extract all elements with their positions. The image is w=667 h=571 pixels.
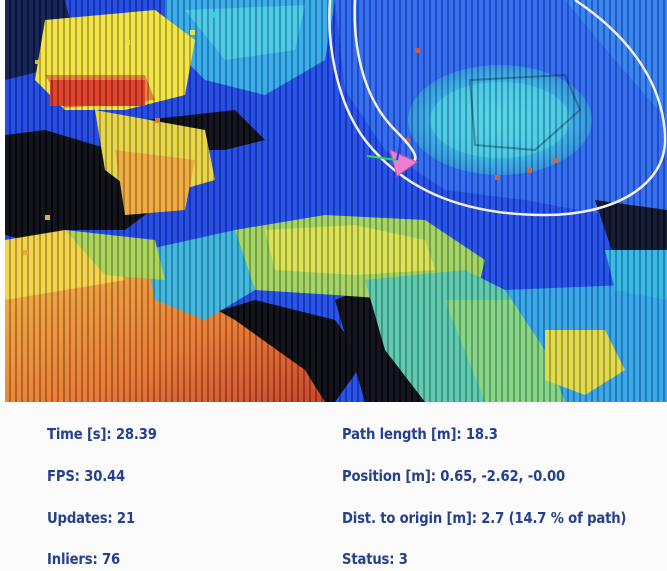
time-readout: Time [s]: 28.39 <box>47 425 157 443</box>
distance-to-origin-readout: Dist. to origin [m]: 2.7 (14.7 % of path… <box>342 509 627 527</box>
trajectory-path <box>328 0 667 217</box>
stats-panel: Time [s]: 28.39 FPS: 30.44 Updates: 21 I… <box>0 402 667 571</box>
status-readout: Status: 3 <box>342 550 408 568</box>
voxel-map-view[interactable] <box>5 0 667 402</box>
fps-readout: FPS: 30.44 <box>47 467 126 485</box>
voxel-map-canvas <box>5 0 667 402</box>
camera-pose-icon <box>366 139 419 177</box>
updates-readout: Updates: 21 <box>47 509 135 527</box>
inliers-readout: Inliers: 76 <box>47 550 120 568</box>
position-readout: Position [m]: 0.65, -2.62, -0.00 <box>342 467 565 485</box>
path-length-readout: Path length [m]: 18.3 <box>342 425 498 443</box>
